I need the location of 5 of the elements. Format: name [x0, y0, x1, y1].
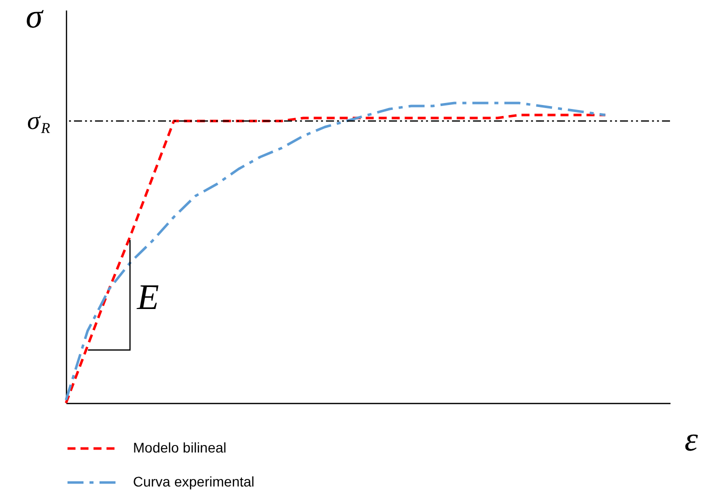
x-axis-title: ε: [684, 422, 698, 458]
y-axis-title: σ: [26, 0, 44, 36]
legend-label: Modelo bilineal: [133, 440, 226, 456]
annotation: E: [136, 277, 159, 317]
legend-label: Curva experimental: [133, 474, 254, 490]
